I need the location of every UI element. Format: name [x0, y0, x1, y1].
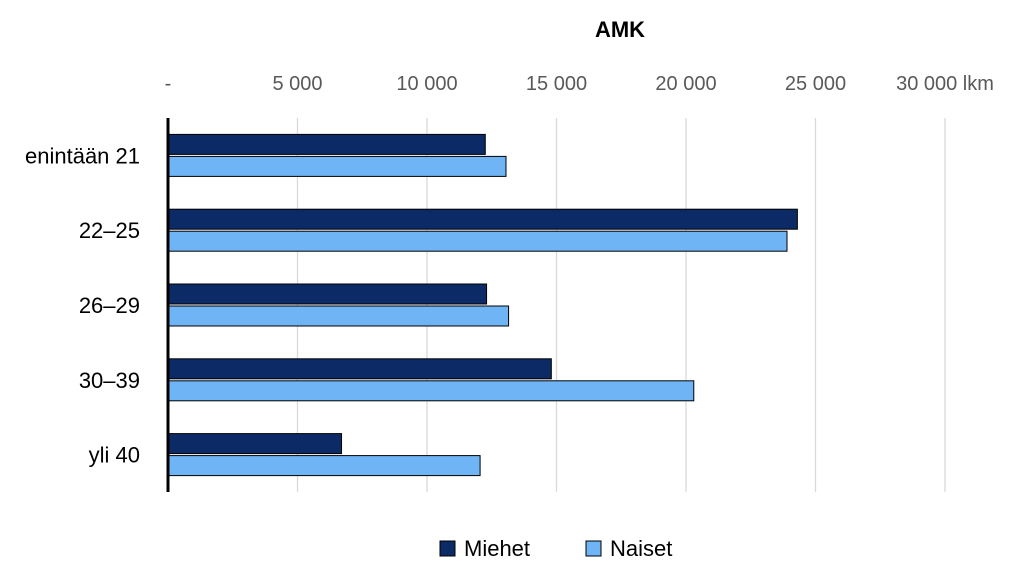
category-label: 30–39: [79, 368, 140, 393]
legend: Miehet Naiset: [439, 536, 672, 561]
bar-miehet: [167, 133, 486, 155]
bar-miehet: [167, 433, 343, 455]
category-label: 22–25: [79, 218, 140, 243]
bar-naiset: [167, 155, 507, 177]
bar-miehet: [167, 208, 798, 230]
x-tick-label: 10 000: [396, 73, 457, 95]
category-label: 26–29: [79, 293, 140, 318]
x-tick-label: 30 000 lkm: [896, 73, 994, 95]
category-labels: enintään 21 22–25 26–29 30–39 yli 40: [25, 143, 140, 467]
gridlines: [296, 118, 946, 492]
legend-label: Naiset: [610, 536, 672, 561]
x-tick-label: 20 000: [655, 73, 716, 95]
bar-miehet: [167, 358, 552, 380]
x-tick-label: -: [165, 73, 172, 95]
x-tick-label: 25 000: [785, 73, 846, 95]
bar-naiset: [167, 455, 481, 477]
bar-miehet: [167, 283, 488, 305]
x-tick-label: 5 000: [272, 73, 322, 95]
bar-naiset: [167, 305, 510, 327]
x-tick-label: 15 000: [526, 73, 587, 95]
category-label: yli 40: [89, 443, 140, 468]
legend-label: Miehet: [464, 536, 530, 561]
bar-naiset: [167, 380, 695, 402]
legend-swatch: [585, 540, 602, 557]
x-axis-ticks: - 5 000 10 000 15 000 20 000 25 000 30 000 lkm: [165, 73, 994, 95]
bars: [167, 133, 798, 477]
bar-naiset: [167, 230, 788, 252]
category-label: enintään 21: [25, 143, 140, 168]
legend-swatch: [439, 540, 456, 557]
chart-title: AMK: [595, 17, 645, 42]
